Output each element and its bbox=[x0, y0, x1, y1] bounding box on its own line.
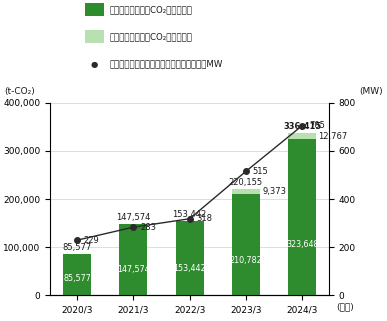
Text: 153,442: 153,442 bbox=[173, 210, 207, 219]
Text: 323,648: 323,648 bbox=[286, 239, 319, 248]
Text: グリーンエネルギーの供給（出力規模）／MW: グリーンエネルギーの供給（出力規模）／MW bbox=[110, 60, 223, 69]
Text: その他事業によるCO₂削減貢献量: その他事業によるCO₂削減貢献量 bbox=[110, 32, 192, 41]
Text: 705: 705 bbox=[309, 121, 325, 130]
Bar bbox=[288, 133, 316, 140]
Text: 85,577: 85,577 bbox=[62, 243, 92, 252]
Text: 9,373: 9,373 bbox=[262, 187, 286, 196]
Text: 147,574: 147,574 bbox=[116, 213, 151, 222]
Text: 85,577: 85,577 bbox=[63, 274, 91, 283]
Bar bbox=[288, 140, 316, 295]
Text: 再エネ発電によるCO₂削減貢献量: 再エネ発電によるCO₂削減貢献量 bbox=[110, 5, 192, 14]
Text: 283: 283 bbox=[140, 223, 156, 232]
Text: 210,782: 210,782 bbox=[229, 256, 262, 265]
Text: 220,155: 220,155 bbox=[229, 178, 263, 187]
Text: 336,415: 336,415 bbox=[283, 122, 321, 131]
Bar bbox=[176, 221, 204, 295]
Bar bbox=[63, 254, 91, 295]
Bar bbox=[119, 224, 147, 295]
Text: (MW): (MW) bbox=[360, 87, 383, 96]
Text: (t-CO₂): (t-CO₂) bbox=[4, 87, 34, 96]
Text: 229: 229 bbox=[84, 236, 99, 245]
Text: 318: 318 bbox=[196, 214, 212, 223]
Text: 147,574: 147,574 bbox=[117, 265, 150, 274]
Text: ●: ● bbox=[91, 60, 98, 69]
Text: 515: 515 bbox=[253, 167, 269, 176]
Text: 153,442: 153,442 bbox=[173, 264, 206, 273]
Bar bbox=[232, 194, 260, 295]
Text: (月期): (月期) bbox=[337, 302, 354, 311]
Text: 12,767: 12,767 bbox=[319, 132, 348, 141]
Bar bbox=[232, 189, 260, 194]
